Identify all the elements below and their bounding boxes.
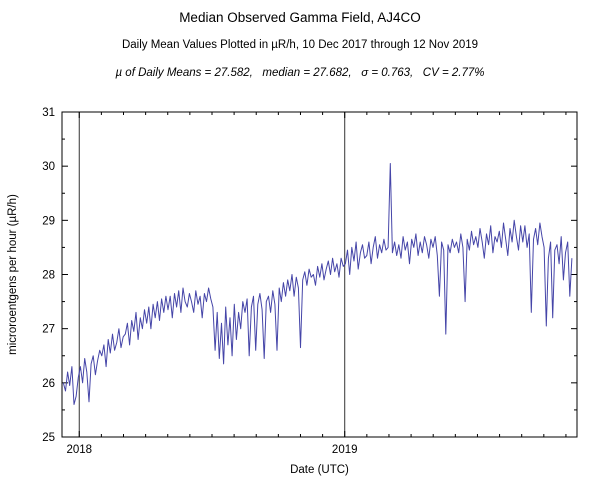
chart-subtitle: Daily Mean Values Plotted in µR/h, 10 De… <box>121 39 479 51</box>
year-gridlines <box>78 112 346 437</box>
y-tick-label: 25 <box>42 432 55 444</box>
data-line <box>62 163 573 405</box>
y-tick-label: 29 <box>42 215 55 227</box>
y-tick-label: 27 <box>42 324 55 336</box>
y-tick-label: 31 <box>42 107 55 119</box>
chart-stats-line: µ of Daily Means = 27.582, median = 27.6… <box>115 67 485 79</box>
y-axis-title: microroentgens per hour (µR/h) <box>7 194 19 355</box>
axis-ticks: 25 26 27 28 29 30 31 2018 2019 <box>42 107 577 456</box>
x-tick-label: 2018 <box>66 444 92 456</box>
chart-title: Median Observed Gamma Field, AJ4CO <box>179 10 421 25</box>
x-tick-label: 2019 <box>332 444 358 456</box>
y-tick-label: 26 <box>42 378 55 390</box>
y-tick-label: 28 <box>42 270 55 282</box>
y-tick-label: 30 <box>42 161 55 173</box>
x-axis-title: Date (UTC) <box>290 464 349 476</box>
